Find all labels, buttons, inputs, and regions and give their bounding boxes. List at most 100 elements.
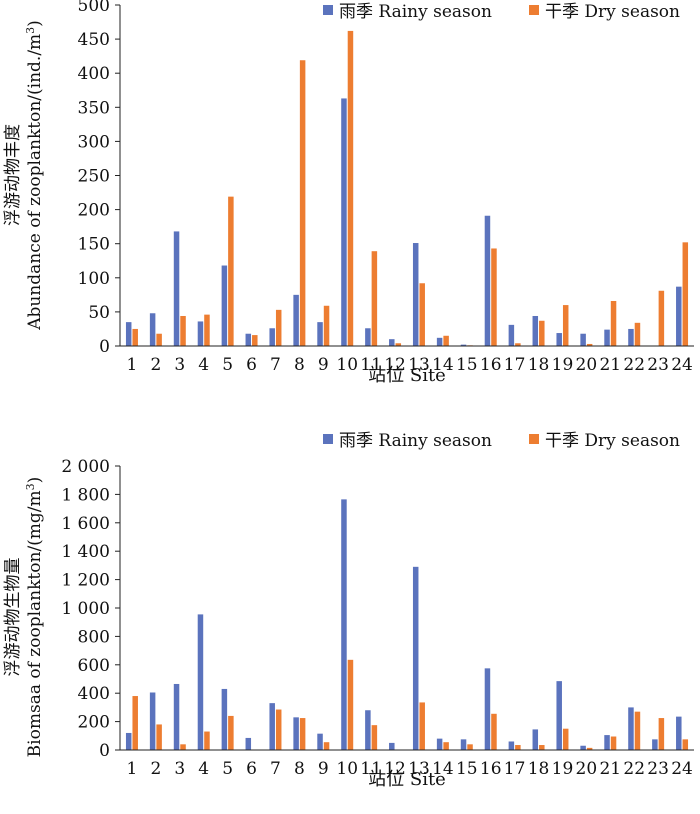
abundance-x-tick-label: 9 [318,355,329,375]
biomass-bar-dry-site-5 [228,715,234,750]
abundance-bar-rainy-site-7 [269,328,275,346]
biomass-bar-dry-site-19 [562,728,569,750]
abundance-bar-rainy-site-21 [604,329,610,346]
biomass-x-tick-label: 9 [318,759,329,779]
abundance-y-tick-label: 400 [78,64,110,84]
abundance-y-tick-label: 200 [78,201,110,221]
biomass-bar-rainy-site-17 [508,741,515,750]
legend-label-dry: 干季 Dry season [545,431,680,451]
biomass-x-tick-label: 21 [599,759,621,779]
abundance-x-tick-label: 18 [528,355,550,375]
biomass-y-tick-label: 2 000 [61,457,110,477]
biomass-x-tick-label: 13 [408,759,430,779]
biomass-bar-rainy-site-21 [604,735,610,750]
abundance-y-axis-label-en: Abundance of zooplankton/(ind./m3) [24,20,45,331]
biomass-y-label-cn: 浮游动物生物量 [3,558,23,677]
abundance-bar-rainy-site-17 [508,324,515,346]
biomass-bar-dry-site-7 [275,709,282,750]
biomass-y-tick-label: 1 000 [61,599,110,619]
biomass-x-tick-label: 4 [198,759,209,779]
biomass-bar-rainy-site-1 [125,732,132,750]
abundance-bar-rainy-site-13 [412,243,419,346]
abundance-bar-rainy-site-18 [532,315,539,346]
biomass-bar-rainy-site-24 [676,716,682,750]
abundance-y-tick-label: 150 [78,235,110,255]
biomass-y-tick-label: 800 [78,627,110,647]
biomass-bar-rainy-site-12 [389,742,395,750]
abundance-bar-dry-site-20 [586,343,593,346]
abundance-bar-dry-site-10 [347,30,354,346]
biomass-x-tick-label: 6 [246,759,257,779]
biomass-chart: 0 200 400 600 800 1 000 1 200 1 400 1 600 1 800 2 … [3,431,694,790]
abundance-bar-rainy-site-12 [389,339,395,346]
biomass-x-tick-label: 1 [127,759,138,779]
biomass-x-ticks: 1 2 3 4 5 6 7 8 9 10 11 12 13 14 15 16 17 18 19 20 21 22 23 24 [127,759,693,779]
biomass-y-tick-label: 1 800 [61,485,110,505]
biomass-x-tick-label: 22 [623,759,645,779]
abundance-x-tick-label: 3 [174,355,185,375]
biomass-x-tick-label: 18 [528,759,550,779]
abundance-x-tick-label: 6 [246,355,257,375]
abundance-bar-rainy-site-16 [484,215,491,346]
abundance-bar-rainy-site-5 [221,265,228,346]
abundance-bar-dry-site-14 [443,335,449,346]
biomass-bar-dry-site-22 [634,711,641,750]
biomass-bar-rainy-site-3 [173,683,180,750]
biomass-bar-rainy-site-8 [293,717,299,750]
abundance-bar-rainy-site-14 [436,337,443,346]
legend-label-rainy: 雨季 Rainy season [339,431,492,451]
biomass-x-tick-label: 16 [480,759,502,779]
abundance-bar-dry-site-22 [634,322,641,346]
abundance-y-tick-label: 50 [88,303,110,323]
biomass-bars [125,499,689,750]
abundance-legend: 雨季 Rainy season 干季 Dry season [323,2,680,22]
abundance-y-label-cn: 浮游动物丰度 [3,124,23,226]
abundance-bar-dry-site-23 [658,290,665,346]
abundance-bar-dry-site-1 [132,328,138,346]
abundance-y-tick-label: 350 [78,98,110,118]
biomass-bar-dry-site-17 [515,745,521,750]
abundance-x-tick-label: 16 [480,355,502,375]
abundance-x-tick-label: 23 [647,355,669,375]
biomass-x-tick-label: 24 [671,759,693,779]
biomass-y-axis-label: 浮游动物生物量 [3,558,23,677]
biomass-x-tick-label: 23 [647,759,669,779]
abundance-bar-rainy-site-1 [125,322,132,346]
abundance-bar-dry-site-24 [682,242,689,346]
biomass-y-tick-label: 1 200 [61,571,110,591]
abundance-bar-rainy-site-10 [341,98,347,347]
biomass-bar-dry-site-14 [443,742,449,750]
biomass-x-tick-label: 14 [432,759,454,779]
abundance-bar-rainy-site-8 [293,294,299,346]
abundance-bar-dry-site-2 [156,333,162,346]
legend-label-rainy: 雨季 Rainy season [339,2,492,22]
abundance-x-tick-label: 19 [552,355,574,375]
biomass-legend: 雨季 Rainy season 干季 Dry season [323,431,680,451]
abundance-y-tick-label: 250 [78,167,110,187]
abundance-x-tick-label: 2 [150,355,161,375]
biomass-bar-rainy-site-7 [269,703,275,750]
abundance-bar-rainy-site-19 [556,333,562,346]
biomass-x-tick-label: 2 [150,759,161,779]
biomass-bar-rainy-site-19 [556,681,562,750]
legend-swatch-rainy [323,5,333,15]
biomass-bar-dry-site-4 [204,731,210,750]
abundance-x-tick-label: 12 [384,355,406,375]
biomass-bar-dry-site-15 [467,744,473,750]
biomass-x-tick-label: 11 [360,759,382,779]
abundance-bar-dry-site-17 [515,343,521,346]
abundance-x-tick-label: 8 [294,355,305,375]
abundance-y-tick-label: 450 [78,30,110,50]
abundance-x-tick-label: 13 [408,355,430,375]
abundance-x-tick-label: 24 [671,355,693,375]
biomass-y-tick-label: 0 [99,741,110,761]
biomass-y-tick-label: 1 400 [61,542,110,562]
abundance-bar-dry-site-6 [252,335,258,346]
biomass-y-ticks: 0 200 400 600 800 1 000 1 200 1 400 1 600 1 800 2 … [61,457,120,761]
biomass-x-tick-label: 20 [576,759,598,779]
abundance-bar-dry-site-13 [419,283,425,346]
abundance-bar-rainy-site-2 [149,313,156,346]
biomass-x-tick-label: 8 [294,759,305,779]
